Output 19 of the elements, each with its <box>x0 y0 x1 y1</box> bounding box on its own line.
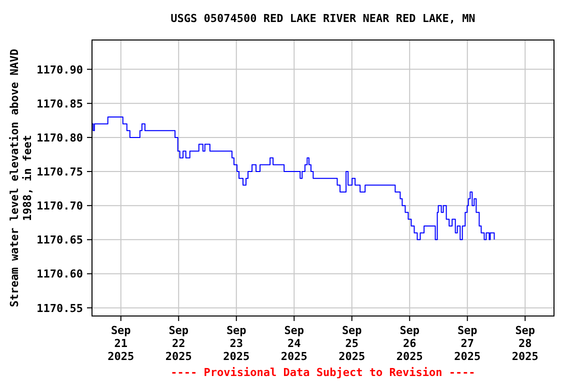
text: ---- Provisional Data Subject to Revision ---- <box>170 366 476 379</box>
y-tick-label: 1170.60 <box>36 268 83 281</box>
y-tick-label: 1170.65 <box>36 234 83 247</box>
x-tick-label: Sep 21 2025 <box>108 324 134 363</box>
y-tick-label: 1170.55 <box>36 302 83 315</box>
y-tick-label: 1170.75 <box>36 166 83 179</box>
y-axis-title: Stream water level elevation above NAVD 1988, in feet <box>8 48 34 308</box>
x-tick-label: Sep 26 2025 <box>396 324 423 363</box>
y-tick-label: 1170.85 <box>36 97 83 110</box>
y-tick-label: 1170.70 <box>36 200 83 213</box>
x-tick-label: Sep 28 2025 <box>512 324 538 363</box>
x-tick-label: Sep 27 2025 <box>454 324 481 363</box>
x-tick-label: Sep 22 2025 <box>165 324 192 363</box>
x-tick-label: Sep 24 2025 <box>280 324 308 363</box>
y-tick-label: 1170.80 <box>36 131 83 144</box>
y-tick-label: 1170.90 <box>36 63 83 76</box>
chart-title: USGS 05074500 RED LAKE RIVER NEAR RED LAKE, MN <box>170 12 476 25</box>
x-tick-label: Sep 23 2025 <box>223 324 250 363</box>
x-tick-label: Sep 25 2025 <box>338 324 366 363</box>
